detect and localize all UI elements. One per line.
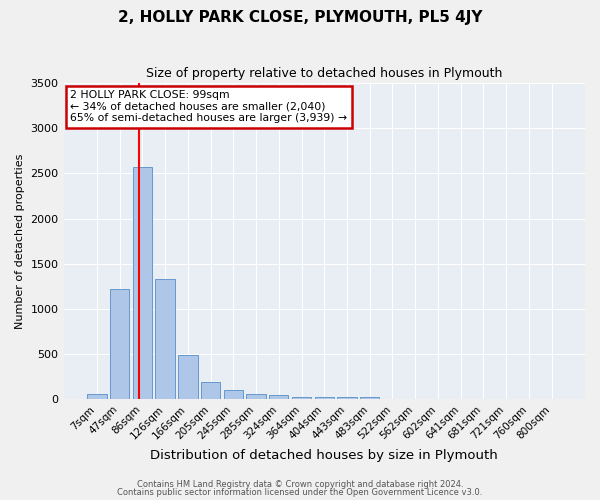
Bar [337, 396, 356, 400]
Bar [87, 394, 107, 400]
Bar [110, 289, 130, 400]
Bar [292, 396, 311, 400]
Text: 2, HOLLY PARK CLOSE, PLYMOUTH, PL5 4JY: 2, HOLLY PARK CLOSE, PLYMOUTH, PL5 4JY [118, 10, 482, 25]
Bar [178, 355, 197, 400]
Bar [360, 396, 379, 400]
Bar [269, 396, 289, 400]
Text: Contains public sector information licensed under the Open Government Licence v3: Contains public sector information licen… [118, 488, 482, 497]
Bar [201, 382, 220, 400]
Text: Contains HM Land Registry data © Crown copyright and database right 2024.: Contains HM Land Registry data © Crown c… [137, 480, 463, 489]
Title: Size of property relative to detached houses in Plymouth: Size of property relative to detached ho… [146, 68, 502, 80]
Text: 2 HOLLY PARK CLOSE: 99sqm
← 34% of detached houses are smaller (2,040)
65% of se: 2 HOLLY PARK CLOSE: 99sqm ← 34% of detac… [70, 90, 347, 123]
Bar [133, 167, 152, 400]
Bar [247, 394, 266, 400]
Bar [224, 390, 243, 400]
X-axis label: Distribution of detached houses by size in Plymouth: Distribution of detached houses by size … [151, 450, 498, 462]
Y-axis label: Number of detached properties: Number of detached properties [15, 154, 25, 329]
Bar [155, 279, 175, 400]
Bar [314, 396, 334, 400]
